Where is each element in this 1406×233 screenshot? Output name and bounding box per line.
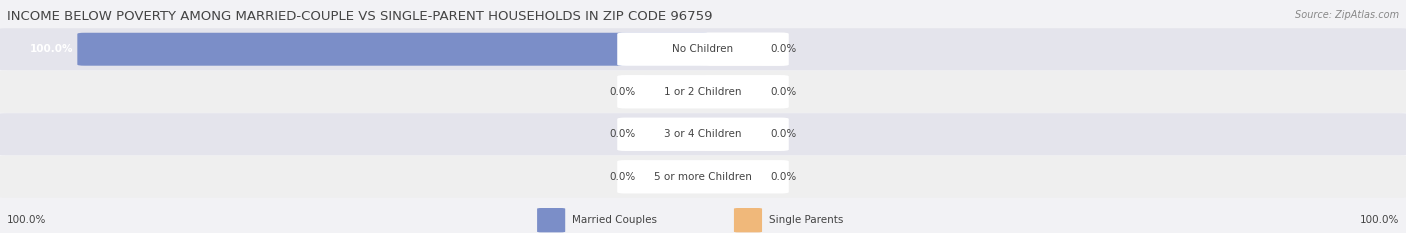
Text: No Children: No Children: [672, 44, 734, 54]
FancyBboxPatch shape: [643, 118, 707, 150]
FancyBboxPatch shape: [537, 208, 565, 232]
FancyBboxPatch shape: [699, 33, 763, 65]
Text: 3 or 4 Children: 3 or 4 Children: [664, 129, 742, 139]
Text: 0.0%: 0.0%: [609, 129, 636, 139]
Text: Married Couples: Married Couples: [572, 215, 657, 225]
FancyBboxPatch shape: [0, 71, 1406, 113]
FancyBboxPatch shape: [643, 161, 707, 193]
Text: 100.0%: 100.0%: [1360, 215, 1399, 225]
Text: 5 or more Children: 5 or more Children: [654, 172, 752, 182]
Text: INCOME BELOW POVERTY AMONG MARRIED-COUPLE VS SINGLE-PARENT HOUSEHOLDS IN ZIP COD: INCOME BELOW POVERTY AMONG MARRIED-COUPL…: [7, 10, 713, 24]
Text: 0.0%: 0.0%: [770, 87, 797, 97]
Text: 0.0%: 0.0%: [770, 129, 797, 139]
Text: Source: ZipAtlas.com: Source: ZipAtlas.com: [1295, 10, 1399, 21]
Text: 0.0%: 0.0%: [609, 87, 636, 97]
Text: 100.0%: 100.0%: [7, 215, 46, 225]
Text: 100.0%: 100.0%: [30, 44, 73, 54]
FancyBboxPatch shape: [617, 118, 789, 151]
FancyBboxPatch shape: [699, 76, 763, 108]
FancyBboxPatch shape: [699, 161, 763, 193]
FancyBboxPatch shape: [734, 208, 762, 232]
Text: 1 or 2 Children: 1 or 2 Children: [664, 87, 742, 97]
Text: 0.0%: 0.0%: [609, 172, 636, 182]
FancyBboxPatch shape: [0, 28, 1406, 70]
FancyBboxPatch shape: [0, 156, 1406, 198]
Text: 0.0%: 0.0%: [770, 44, 797, 54]
FancyBboxPatch shape: [617, 160, 789, 193]
FancyBboxPatch shape: [77, 33, 710, 66]
FancyBboxPatch shape: [699, 118, 763, 150]
FancyBboxPatch shape: [617, 75, 789, 108]
FancyBboxPatch shape: [643, 76, 707, 108]
Text: Single Parents: Single Parents: [769, 215, 844, 225]
FancyBboxPatch shape: [617, 33, 789, 66]
Text: 0.0%: 0.0%: [770, 172, 797, 182]
FancyBboxPatch shape: [0, 113, 1406, 155]
